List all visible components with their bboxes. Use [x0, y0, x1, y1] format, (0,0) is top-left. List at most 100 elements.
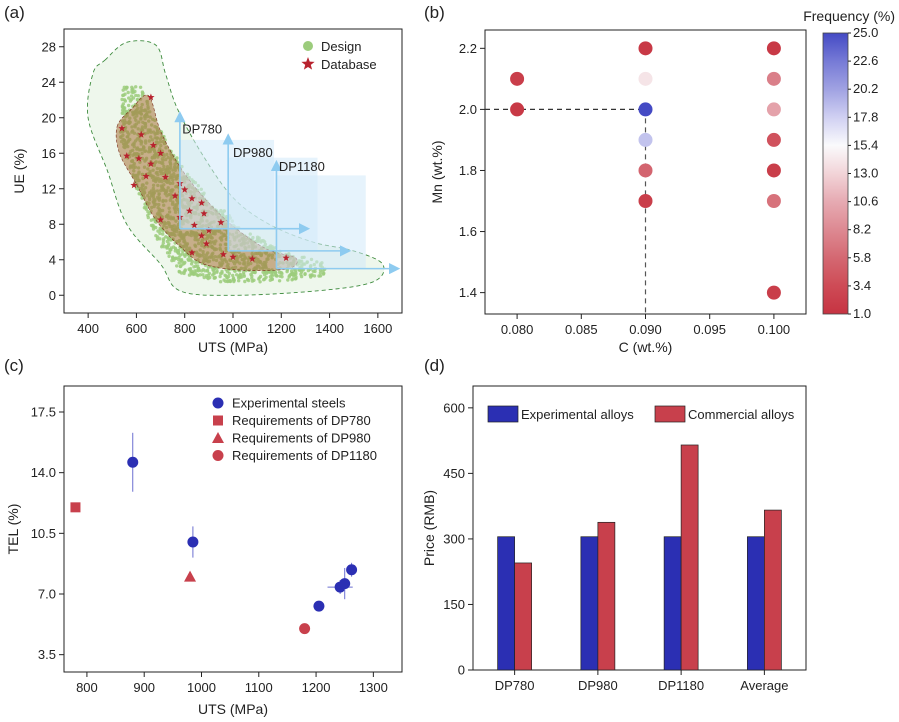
- b-colorbar-tick-label: 20.2: [853, 81, 878, 96]
- d-category-label: DP980: [578, 678, 618, 693]
- c-x-axis-label: UTS (MPa): [198, 701, 268, 717]
- a-design-point: [242, 274, 246, 278]
- a-design-point: [122, 98, 127, 102]
- a-design-point: [121, 88, 125, 92]
- b-colorbar-tick-label: 5.8: [853, 250, 871, 265]
- chart-d: 0 150 300 450 600 Price (RMB) DP780 DP980 DP1180…: [421, 385, 807, 693]
- d-y-tick-label: 150: [443, 597, 465, 612]
- a-design-point: [286, 278, 290, 282]
- c-y-tick-label: 17.5: [31, 405, 56, 420]
- a-design-point: [126, 103, 131, 108]
- a-legend-database-marker: [301, 57, 315, 70]
- a-design-point: [140, 90, 145, 94]
- b-composition-point: [766, 285, 781, 300]
- a-database-star: [142, 172, 150, 180]
- a-database-star: [200, 209, 208, 217]
- c-requirement-dp780-marker: [70, 502, 81, 513]
- a-design-point: [246, 278, 251, 283]
- a-design-point: [257, 276, 261, 280]
- a-design-point: [177, 248, 181, 253]
- a-design-point: [186, 257, 190, 261]
- a-design-point: [183, 254, 187, 258]
- a-design-point: [128, 99, 133, 103]
- a-design-point: [201, 273, 205, 277]
- a-x-tick-label: 800: [174, 321, 196, 336]
- c-legend-label: Experimental steels: [232, 396, 346, 411]
- b-y-tick-label: 2.0: [459, 102, 477, 117]
- panel-label-c: (c): [4, 356, 24, 375]
- a-design-point: [275, 274, 279, 278]
- a-design-point: [270, 274, 274, 278]
- c-x-tick-label: 800: [76, 680, 98, 695]
- a-design-point: [177, 270, 182, 274]
- a-design-point: [231, 273, 235, 278]
- a-database-star: [135, 154, 143, 162]
- d-legend-swatch: [654, 405, 686, 423]
- c-legend-label: Requirements of DP980: [232, 431, 371, 446]
- a-x-tick-label: 1600: [363, 321, 392, 336]
- a-design-point: [161, 232, 165, 236]
- c-legend-marker: [212, 397, 224, 409]
- b-composition-point: [638, 71, 653, 86]
- d-plot-frame: [472, 385, 807, 671]
- a-design-point: [237, 279, 241, 283]
- a-database-star: [205, 226, 213, 234]
- b-composition-point: [638, 163, 653, 178]
- a-design-point: [231, 277, 235, 281]
- a-design-point: [194, 264, 198, 268]
- b-colorbar: [822, 32, 849, 315]
- a-design-point: [182, 271, 186, 276]
- a-design-point: [134, 85, 138, 89]
- a-design-point: [265, 270, 269, 274]
- a-design-point: [291, 272, 295, 276]
- a-x-tick-label: 1200: [267, 321, 296, 336]
- a-annotation-dp980: DP980: [233, 145, 273, 160]
- a-design-point: [218, 280, 223, 284]
- d-category-label: Average: [740, 678, 788, 693]
- a-database-star: [198, 199, 206, 207]
- panel-label-a: (a): [4, 3, 25, 22]
- b-composition-point: [766, 102, 781, 117]
- a-design-point: [134, 93, 138, 98]
- a-design-point: [205, 268, 210, 273]
- b-colorbar-tick-label: 15.4: [853, 137, 878, 152]
- a-design-point: [182, 261, 186, 266]
- a-design-point: [212, 272, 216, 276]
- a-x-tick-label: 600: [126, 321, 148, 336]
- a-design-point: [126, 90, 130, 95]
- panel-label-b: (b): [424, 3, 445, 22]
- a-y-tick-label: 24: [42, 75, 56, 90]
- b-colorbar-tick-label: 22.6: [853, 53, 878, 68]
- b-x-tick-label: 0.090: [629, 322, 662, 337]
- c-experimental-point: [339, 578, 351, 590]
- a-legend-design-marker: [303, 41, 313, 51]
- chart-a: 400 600 800 1000 1200 1400 1600 0 4 8 12 16 20 24 28 UT…: [11, 28, 403, 355]
- a-design-point: [187, 267, 191, 271]
- d-legend-label: Commercial alloys: [688, 407, 795, 422]
- a-design-point: [165, 239, 169, 244]
- a-database-star: [149, 141, 157, 149]
- a-database-star: [147, 160, 155, 167]
- a-design-point: [183, 269, 187, 273]
- b-colorbar-title: Frequency (%): [803, 8, 895, 24]
- a-y-tick-label: 4: [49, 252, 56, 267]
- d-y-tick-label: 0: [458, 663, 465, 678]
- b-colorbar-tick-label: 8.2: [853, 222, 871, 237]
- b-composition-point: [510, 71, 525, 86]
- a-design-point: [225, 275, 229, 280]
- a-design-point: [193, 269, 197, 273]
- a-design-point: [299, 272, 303, 276]
- b-composition-point: [510, 102, 525, 117]
- a-x-tick-label: 1000: [219, 321, 248, 336]
- a-design-point: [212, 276, 216, 280]
- a-design-point: [179, 258, 184, 262]
- d-category-label: DP780: [495, 678, 535, 693]
- a-design-point: [156, 229, 160, 233]
- a-database-star: [219, 250, 227, 258]
- c-x-tick-label: 1300: [359, 680, 388, 695]
- a-design-point: [124, 87, 128, 91]
- a-design-point: [146, 210, 150, 214]
- d-category-label: DP1180: [658, 678, 704, 693]
- a-design-point: [279, 270, 283, 275]
- a-annotation-dp1180: DP1180: [279, 159, 325, 174]
